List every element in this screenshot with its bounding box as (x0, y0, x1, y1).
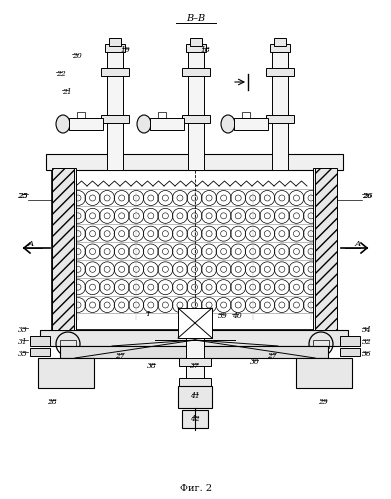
Text: 29: 29 (318, 398, 328, 406)
Text: 27: 27 (267, 352, 277, 360)
Bar (182, 410, 208, 428)
Bar (109, 38, 121, 46)
Bar (179, 330, 211, 338)
Text: 38: 38 (147, 362, 157, 370)
Text: 26: 26 (362, 192, 373, 200)
Text: 34: 34 (362, 326, 372, 334)
Text: 36: 36 (362, 350, 372, 358)
Bar (30, 348, 50, 356)
Bar (188, 50, 204, 170)
Bar (272, 50, 288, 170)
Text: 19: 19 (120, 46, 130, 54)
Text: I: I (147, 310, 149, 318)
Bar (30, 336, 50, 346)
Text: 26: 26 (362, 192, 372, 200)
Bar (158, 112, 166, 118)
Bar (296, 358, 352, 388)
Text: 41: 41 (190, 392, 200, 400)
Bar (313, 168, 329, 330)
Bar (340, 336, 360, 346)
Bar (101, 115, 129, 123)
Bar (38, 358, 94, 388)
Text: 18: 18 (200, 46, 210, 54)
Bar (105, 44, 125, 52)
Text: В–В: В–В (187, 14, 206, 23)
Text: 30: 30 (250, 358, 260, 366)
Bar (60, 340, 76, 348)
Text: 27: 27 (115, 352, 125, 360)
Text: 42: 42 (190, 415, 200, 423)
Text: 28: 28 (47, 398, 57, 406)
Bar (60, 168, 76, 330)
Bar (182, 115, 210, 123)
Bar (186, 330, 204, 385)
Bar (182, 68, 210, 76)
Bar (52, 168, 74, 330)
Text: 31: 31 (18, 338, 28, 346)
Ellipse shape (137, 115, 151, 133)
Bar (178, 308, 212, 338)
Bar (150, 118, 184, 130)
Bar (178, 386, 212, 408)
Bar (266, 115, 294, 123)
Bar (266, 68, 294, 76)
Bar (274, 38, 286, 46)
Text: А: А (27, 240, 33, 248)
Bar (69, 118, 103, 130)
Text: 21: 21 (62, 88, 72, 96)
Text: А: А (354, 240, 361, 248)
Text: 20: 20 (72, 52, 82, 60)
Text: 22: 22 (56, 70, 66, 78)
Bar (313, 340, 329, 348)
Bar (60, 346, 328, 358)
Bar (46, 154, 343, 170)
Text: 37: 37 (190, 362, 200, 370)
Text: 35: 35 (18, 350, 28, 358)
Bar (52, 168, 337, 330)
Text: 25: 25 (18, 192, 28, 200)
Bar (186, 44, 206, 52)
Text: 32: 32 (362, 338, 372, 346)
Bar (242, 112, 250, 118)
Ellipse shape (221, 115, 235, 133)
Bar (77, 112, 85, 118)
Bar (234, 118, 268, 130)
Text: 39: 39 (218, 312, 228, 320)
Ellipse shape (56, 115, 70, 133)
Text: 40: 40 (232, 312, 242, 320)
Bar (270, 44, 290, 52)
Bar (340, 348, 360, 356)
Text: Фиг. 2: Фиг. 2 (180, 484, 212, 493)
Bar (107, 50, 123, 170)
Bar (315, 168, 337, 330)
Text: 25: 25 (17, 192, 28, 200)
Bar (101, 68, 129, 76)
Bar (179, 358, 211, 366)
Text: 33: 33 (18, 326, 28, 334)
Bar (179, 378, 211, 386)
Bar (190, 38, 202, 46)
Bar (40, 330, 348, 346)
